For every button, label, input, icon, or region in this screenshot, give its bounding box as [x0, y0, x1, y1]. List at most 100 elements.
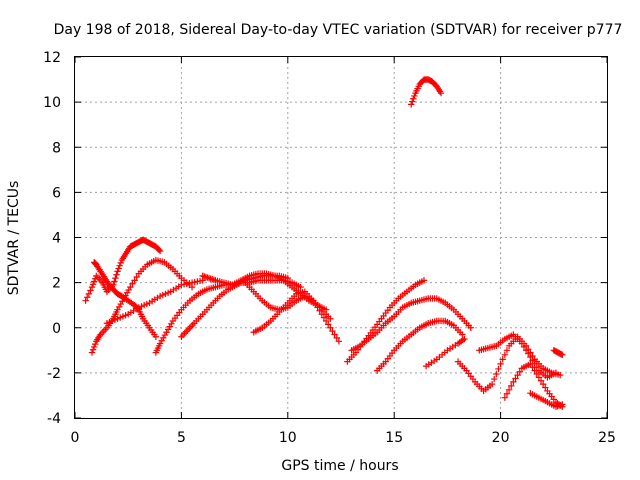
data-point — [152, 333, 160, 340]
data-point — [467, 324, 475, 331]
series-arc-17 — [501, 360, 566, 410]
data-point — [520, 343, 528, 351]
chart-title: Day 198 of 2018, Sidereal Day-to-day VTE… — [54, 22, 623, 38]
series-arc-19 — [550, 347, 566, 359]
series-arc-13 — [408, 76, 445, 108]
series-arc-18 — [527, 389, 566, 410]
data-point — [133, 273, 140, 281]
y-tick-label: 6 — [52, 185, 61, 201]
series-arc-11 — [348, 295, 475, 354]
y-axis-label: SDTVAR / TECUs — [6, 181, 22, 296]
axis-ticks — [74, 56, 608, 419]
data-point — [129, 280, 136, 287]
data-point — [92, 340, 99, 348]
data-point — [155, 246, 163, 254]
y-tick-label: 8 — [52, 140, 61, 156]
data-point — [522, 347, 530, 354]
data-point — [115, 265, 122, 272]
data-point — [508, 382, 515, 390]
plot-frame — [74, 56, 608, 419]
x-axis-label: GPS time / hours — [281, 458, 398, 474]
data-point — [85, 290, 93, 298]
data-point — [503, 390, 511, 397]
data-point — [529, 364, 536, 371]
x-tick-label: 15 — [385, 430, 403, 446]
data-point — [335, 338, 343, 345]
series-arc-12 — [373, 317, 466, 374]
data-point — [518, 340, 526, 347]
data-point — [316, 307, 323, 315]
data-point — [559, 351, 566, 359]
y-tick-label: 12 — [43, 50, 61, 66]
data-point — [493, 370, 500, 378]
series-arc-1 — [82, 236, 164, 304]
data-point — [116, 262, 123, 269]
data-point — [312, 300, 319, 308]
data-point — [501, 394, 509, 401]
data-point — [459, 331, 466, 338]
data-point — [529, 357, 536, 364]
data-point — [82, 297, 89, 304]
data-point — [113, 271, 120, 278]
data-point — [127, 283, 134, 291]
x-tick-label: 25 — [598, 430, 616, 446]
data-point — [327, 324, 334, 331]
data-point — [437, 89, 445, 97]
data-point — [297, 283, 304, 291]
data-point — [90, 343, 98, 351]
data-point — [542, 384, 549, 391]
x-tick-label: 10 — [279, 430, 297, 446]
data-point — [329, 327, 336, 335]
data-point — [411, 92, 418, 100]
data-point — [527, 353, 534, 361]
tick-labels: 0 5 10 15 20 25 -4 -2 0 2 4 6 8 10 12 — [43, 50, 616, 446]
data-point — [495, 365, 502, 373]
data-point — [516, 368, 523, 375]
data-point — [537, 377, 545, 384]
series-arc-9 — [250, 288, 343, 345]
data-point — [525, 350, 532, 357]
data-point — [461, 335, 468, 343]
data-point — [314, 304, 321, 311]
data-point — [88, 349, 96, 356]
data-point — [112, 274, 119, 282]
data-point — [514, 371, 521, 379]
data-point — [409, 98, 416, 105]
data-point — [512, 375, 519, 382]
data-point — [559, 401, 566, 408]
data-point — [131, 277, 138, 284]
data-point — [322, 317, 330, 325]
data-point — [420, 277, 428, 284]
data-point — [510, 378, 517, 386]
data-point — [410, 95, 417, 102]
series-arc-14 — [422, 335, 468, 370]
data-point — [111, 278, 118, 285]
x-tick-label: 20 — [492, 430, 510, 446]
data-point — [533, 370, 540, 378]
x-tick-label: 0 — [71, 430, 80, 446]
data-point — [497, 360, 504, 368]
data-point — [527, 360, 534, 368]
data-points — [82, 76, 566, 410]
data-point — [310, 297, 317, 304]
data-point — [89, 346, 97, 353]
data-point — [89, 281, 97, 288]
data-point — [552, 369, 560, 377]
y-tick-label: 4 — [52, 231, 61, 247]
data-point — [325, 321, 332, 328]
data-point — [90, 278, 98, 285]
data-point — [556, 371, 564, 379]
data-point — [327, 315, 334, 322]
data-point — [333, 334, 340, 342]
data-point — [87, 287, 94, 294]
data-point — [539, 380, 547, 388]
data-point — [320, 314, 328, 321]
data-point — [88, 283, 96, 291]
data-point — [488, 380, 496, 388]
data-point — [114, 268, 121, 275]
series-arc-4 — [103, 277, 206, 327]
grid-lines — [75, 57, 607, 418]
data-point — [501, 351, 509, 359]
data-point — [535, 374, 543, 381]
